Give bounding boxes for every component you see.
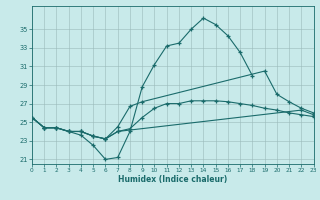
X-axis label: Humidex (Indice chaleur): Humidex (Indice chaleur): [118, 175, 228, 184]
